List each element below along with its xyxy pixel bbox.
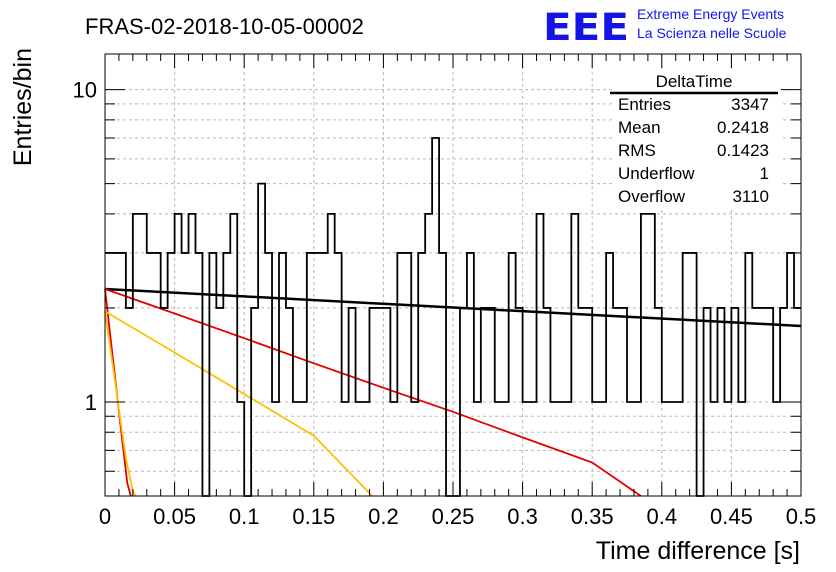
stats-row-value: 3347 bbox=[731, 95, 769, 114]
stats-box-background bbox=[612, 72, 780, 210]
fit-curve bbox=[104, 310, 373, 497]
y-axis-label: Entries/bin bbox=[9, 48, 37, 166]
eee-logo-mark: EEE bbox=[543, 6, 629, 49]
x-tick-label: 0.35 bbox=[571, 504, 614, 529]
stats-row-label: RMS bbox=[618, 141, 656, 160]
fit-curve bbox=[104, 311, 137, 497]
stats-box: DeltaTime Entries 3347 Mean 0.2418 RMS 0.1423… bbox=[610, 72, 780, 210]
axis-ticks: 0 0.05 0.1 0.15 0.2 0.25 0.3 0.35 0.4 0.45 0.5 1 10 bbox=[73, 54, 817, 529]
stats-row-label: Entries bbox=[618, 95, 671, 114]
stats-rows: Entries 3347 Mean 0.2418 RMS 0.1423 Underflow 1… bbox=[618, 95, 769, 206]
stats-row-value: 3110 bbox=[732, 187, 769, 206]
x-tick-label: 0.15 bbox=[292, 504, 335, 529]
x-tick-label: 0.4 bbox=[647, 504, 678, 529]
stats-row-value: 1 bbox=[760, 164, 769, 183]
y-tick-label: 1 bbox=[85, 390, 97, 415]
fit-curve bbox=[104, 287, 802, 328]
logo-line-2: La Scienza nelle Scuole bbox=[637, 25, 787, 41]
x-tick-label: 0.3 bbox=[507, 504, 538, 529]
chart-title: FRAS-02-2018-10-05-00002 bbox=[85, 14, 364, 39]
stats-row-value: 0.2418 bbox=[717, 118, 769, 137]
x-tick-label: 0 bbox=[99, 504, 111, 529]
x-tick-label: 0.25 bbox=[432, 504, 475, 529]
logo-line-1: Extreme Energy Events bbox=[637, 6, 784, 22]
stats-row-label: Mean bbox=[618, 118, 661, 137]
x-tick-label: 0.45 bbox=[710, 504, 753, 529]
x-axis-label: Time difference [s] bbox=[596, 537, 800, 565]
x-tick-label: 0.05 bbox=[153, 504, 196, 529]
x-tick-label: 0.2 bbox=[368, 504, 399, 529]
x-tick-label: 0.1 bbox=[229, 504, 260, 529]
stats-row-label: Underflow bbox=[618, 164, 695, 183]
stats-box-name: DeltaTime bbox=[656, 72, 733, 91]
eee-logo: EEE Extreme Energy Events La Scienza nel… bbox=[543, 6, 787, 49]
histogram-outline bbox=[105, 137, 801, 497]
fit-curve bbox=[104, 288, 642, 497]
stats-row-value: 0.1423 bbox=[717, 141, 769, 160]
stats-row-label: Overflow bbox=[618, 187, 686, 206]
y-tick-label: 10 bbox=[73, 78, 97, 103]
x-tick-label: 0.5 bbox=[786, 504, 817, 529]
histogram bbox=[105, 137, 801, 497]
